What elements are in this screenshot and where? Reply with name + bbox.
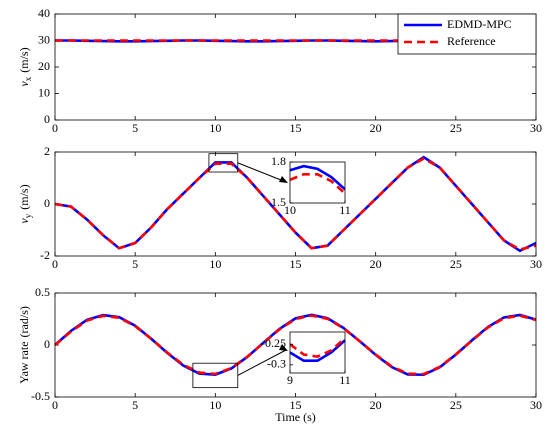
x-tick-label: 10: [209, 121, 221, 135]
x-tick-label: 15: [290, 121, 302, 135]
y-label-part: x: [23, 76, 33, 81]
zoom-arrowhead: [279, 344, 288, 351]
y-tick-label: 0: [44, 337, 50, 351]
y-label-part: (m/s): [17, 47, 31, 72]
legend-label: Reference: [447, 34, 496, 48]
y-label-part: (rad/s): [17, 306, 31, 337]
x-tick-label: 0: [52, 257, 58, 271]
inset-box: [289, 161, 346, 204]
x-tick-label: 5: [132, 121, 138, 135]
inset-box: [289, 331, 346, 374]
x-tick-label: 25: [450, 398, 462, 412]
y-tick-label: 0: [44, 196, 50, 210]
inset-lines: [290, 164, 345, 195]
y-tick-label: 0.5: [35, 285, 50, 299]
inset-x-tick-label: 11: [339, 203, 351, 217]
inset-y-tick-label: -0.3: [267, 357, 286, 371]
x-tick-label: 20: [370, 121, 382, 135]
x-tick-label: 15: [290, 398, 302, 412]
x-tick-label: 5: [132, 257, 138, 271]
series-line: [290, 173, 345, 195]
series-line: [54, 314, 537, 376]
x-tick-label: 20: [370, 257, 382, 271]
series-line: [54, 157, 537, 251]
y-tick-label: 40: [38, 6, 50, 20]
inset-lines: [290, 337, 345, 362]
y-tick-label: -0.5: [31, 389, 50, 403]
zoom-arrow: [237, 349, 287, 376]
legend-box: [397, 13, 537, 55]
series-line: [290, 337, 345, 358]
x-tick-label: 10: [209, 257, 221, 271]
y-label-part: (m/s): [17, 184, 31, 209]
x-tick-label: 20: [370, 398, 382, 412]
y-tick-label: 0: [44, 112, 50, 126]
inset-x-tick-label: 11: [339, 373, 351, 387]
y-tick-label: 20: [38, 59, 50, 73]
x-tick-label: 0: [52, 121, 58, 135]
inset-area: [290, 332, 345, 373]
axes-box: [54, 151, 537, 257]
inset-x-tick-label: 10: [284, 203, 296, 217]
y-label-part: v: [17, 218, 31, 224]
x-tick-label: 10: [209, 398, 221, 412]
inset-y-tick-label: -0.25: [261, 336, 286, 350]
inset-y-tick-label: 1.8: [271, 154, 286, 168]
y-tick-label: -2: [40, 248, 50, 262]
y-tick-label: 2: [44, 144, 50, 158]
inset-y-tick-label: 1.5: [271, 195, 286, 209]
inset-x-tick-label: 9: [287, 373, 293, 387]
x-tick-label: 0: [52, 398, 58, 412]
y-axis-label: vx (m/s): [17, 47, 33, 86]
x-tick-label: 15: [290, 257, 302, 271]
y-axis-label: vy (m/s): [17, 184, 33, 223]
y-tick-label: 30: [38, 32, 50, 46]
x-tick-label: 5: [132, 398, 138, 412]
series-line: [290, 164, 345, 191]
y-label-part: y: [23, 213, 33, 218]
y-axis-label: Yaw rate (rad/s): [17, 306, 31, 384]
x-tick-label: 25: [450, 257, 462, 271]
x-tick-label: 30: [530, 257, 542, 271]
y-tick-label: 10: [38, 85, 50, 99]
axes-box: [54, 292, 537, 398]
y-label-part: Yaw rate: [17, 341, 31, 383]
zoom-arrow: [237, 162, 287, 183]
zoom-arrowhead: [279, 176, 288, 183]
legend-label: EDMD-MPC: [447, 17, 512, 31]
y-label-part: v: [17, 81, 31, 87]
axes-box: [54, 13, 537, 121]
x-tick-label: 25: [450, 121, 462, 135]
x-axis-label: Time (s): [275, 410, 316, 424]
x-tick-label: 30: [530, 121, 542, 135]
series-line: [290, 339, 345, 362]
x-tick-label: 30: [530, 398, 542, 412]
